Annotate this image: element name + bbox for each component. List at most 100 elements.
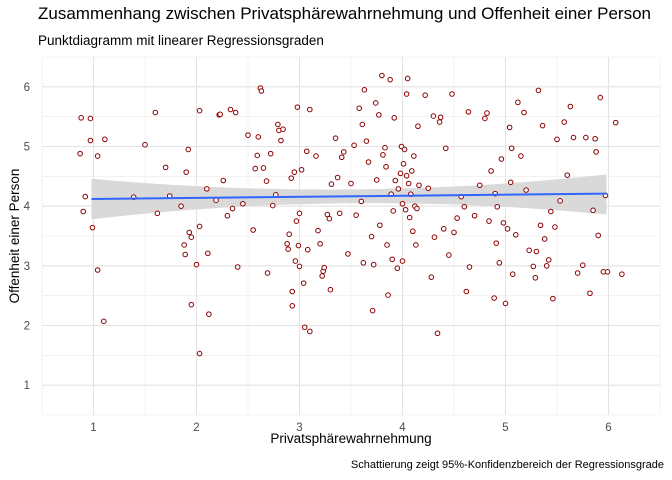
data-point: [416, 182, 422, 189]
data-point: [360, 260, 367, 266]
data-point: [425, 185, 432, 192]
data-point: [422, 92, 428, 98]
data-point: [193, 261, 200, 268]
data-point: [328, 181, 335, 187]
data-point: [391, 115, 398, 121]
x-tick-labels: 1 2 3 4 5 6: [90, 422, 611, 434]
data-point: [263, 178, 270, 184]
data-point: [142, 141, 148, 148]
data-point: [428, 274, 435, 280]
data-point: [286, 231, 293, 238]
data-point: [545, 257, 552, 263]
data-point: [284, 240, 290, 247]
data-point: [384, 242, 390, 248]
data-point: [399, 258, 406, 264]
data-point: [319, 273, 325, 279]
data-point: [178, 203, 184, 209]
data-point: [518, 153, 524, 159]
data-point: [502, 300, 509, 307]
data-point: [406, 214, 413, 221]
data-point: [254, 152, 261, 159]
data-point: [154, 210, 161, 217]
data-point: [321, 264, 328, 271]
data-point: [152, 109, 159, 116]
data-point: [336, 210, 343, 217]
data-point: [465, 109, 472, 115]
data-point: [595, 232, 602, 239]
data-point: [101, 318, 107, 325]
data-point: [307, 328, 313, 335]
data-point: [379, 72, 385, 79]
data-point: [383, 163, 389, 170]
data-point: [89, 224, 96, 231]
data-point: [293, 218, 300, 224]
data-point: [431, 234, 438, 240]
data-point: [288, 175, 295, 181]
data-point: [295, 242, 302, 249]
y-tick-label: 2: [24, 321, 30, 333]
data-point: [368, 233, 375, 240]
data-point: [369, 307, 376, 314]
data-point: [564, 172, 571, 178]
data-point: [182, 251, 188, 258]
data-point: [300, 280, 307, 286]
x-tick-label: 4: [399, 422, 406, 434]
data-point: [229, 205, 236, 212]
chart-subtitle: Punktdiagramm mit linearer Regressionsgr…: [38, 33, 324, 48]
data-point: [590, 207, 596, 214]
data-point: [451, 229, 457, 236]
data-point: [361, 87, 368, 93]
data-point: [196, 223, 203, 230]
data-point: [80, 208, 86, 215]
data-point: [537, 222, 544, 229]
data-point: [234, 264, 241, 270]
data-point: [449, 91, 455, 97]
data-point: [372, 100, 379, 106]
data-point: [557, 197, 563, 204]
data-point: [498, 156, 505, 162]
data-point: [476, 182, 483, 189]
data-point: [183, 169, 189, 175]
data-point: [220, 177, 227, 184]
x-tick-label: 3: [296, 422, 302, 434]
data-point: [539, 122, 546, 129]
data-point: [454, 215, 460, 221]
data-point: [358, 198, 365, 205]
data-point: [403, 172, 410, 179]
data-point: [548, 208, 554, 215]
data-point: [554, 136, 560, 143]
data-point: [87, 137, 94, 144]
data-point: [532, 274, 539, 281]
data-point: [413, 242, 419, 248]
data-point: [500, 220, 507, 226]
data-point: [224, 212, 231, 219]
data-point: [484, 110, 490, 116]
data-point: [205, 250, 211, 257]
data-point: [579, 262, 586, 269]
points-layer: [77, 72, 625, 357]
data-point: [304, 246, 311, 253]
data-point: [541, 236, 548, 242]
x-tick-label: 2: [193, 422, 199, 434]
data-point: [185, 146, 192, 153]
data-point: [348, 180, 354, 187]
data-point: [245, 132, 251, 138]
data-point: [206, 311, 212, 317]
data-point: [402, 206, 409, 213]
data-point: [260, 165, 267, 171]
data-point: [513, 232, 519, 238]
data-point: [275, 121, 281, 128]
data-point: [345, 251, 351, 257]
data-point: [280, 126, 286, 132]
data-point: [597, 94, 604, 101]
data-point: [186, 229, 193, 236]
data-point: [332, 135, 339, 141]
data-point: [507, 179, 514, 186]
data-point: [574, 270, 581, 276]
data-point: [552, 224, 558, 230]
data-point: [587, 290, 593, 297]
data-point: [619, 271, 625, 277]
data-point: [264, 270, 271, 276]
data-point: [399, 200, 406, 207]
